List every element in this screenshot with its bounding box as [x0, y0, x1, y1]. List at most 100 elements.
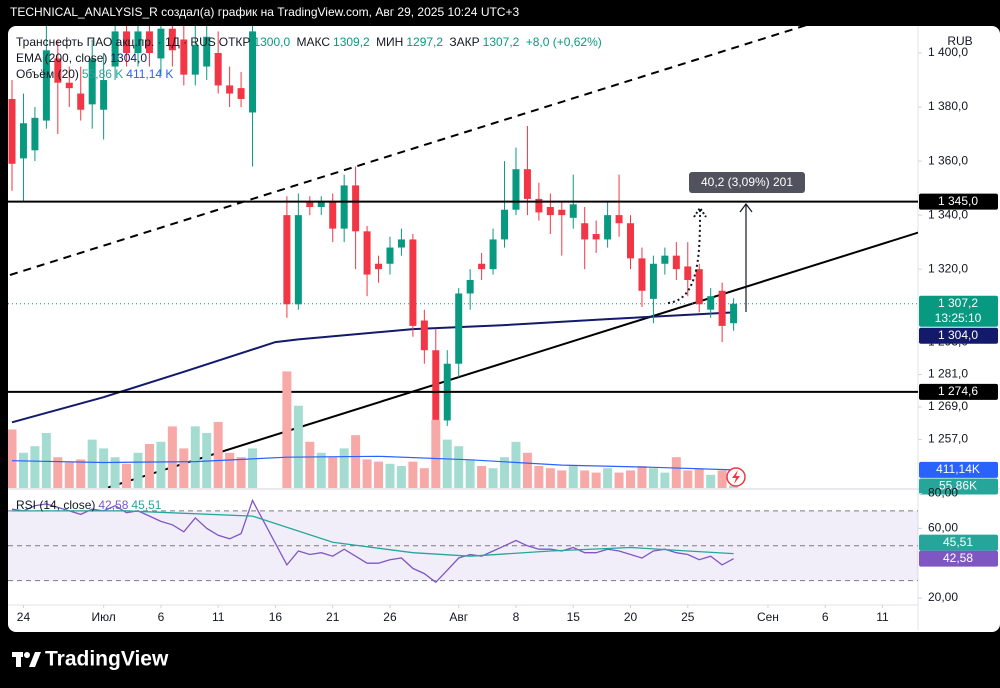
- candle-body: [65, 82, 73, 89]
- volume-bar: [545, 468, 555, 488]
- volume-bar: [580, 470, 590, 488]
- currency: RUB: [947, 34, 972, 48]
- candle-body: [54, 58, 62, 83]
- measure-box: [689, 172, 805, 193]
- measure-arrow: [739, 203, 753, 213]
- candle-body: [501, 209, 509, 240]
- y-tick-label: 1 320,0: [928, 261, 968, 275]
- candle-body: [157, 28, 165, 59]
- volume-ma-tag: 411,14K: [936, 462, 980, 476]
- volume-bar: [671, 457, 681, 488]
- volume-bar: [87, 439, 97, 488]
- candle-body: [546, 207, 554, 216]
- last-price-tag-bg: [919, 295, 998, 327]
- volume-bar: [167, 426, 177, 488]
- volume-bar: [694, 468, 704, 488]
- candle-body: [8, 98, 16, 164]
- volume-bar: [511, 441, 521, 488]
- volume-bar: [236, 457, 246, 488]
- candle-body: [294, 215, 302, 305]
- candle-body: [226, 85, 234, 94]
- candle-body: [661, 255, 669, 264]
- legend-value: 1309,2: [333, 35, 370, 49]
- volume-bar: [316, 452, 326, 488]
- candle-body: [420, 320, 428, 351]
- volume-bar: [729, 485, 739, 488]
- legend-label: RSI (14, close): [16, 498, 96, 512]
- legend-value: 1297,2: [406, 35, 444, 49]
- candle-body: [638, 258, 646, 291]
- legend-value: 1307,2: [482, 35, 520, 49]
- volume-bar: [454, 446, 464, 488]
- volume-ma-line: [11, 455, 734, 471]
- candle-body: [569, 204, 577, 218]
- candle-body: [649, 263, 657, 299]
- volume-bar: [282, 371, 292, 488]
- volume-bar: [626, 470, 636, 488]
- candle-body: [237, 88, 245, 99]
- volume-bar: [110, 457, 120, 488]
- volume-bar: [122, 463, 132, 488]
- volume-bar: [717, 470, 727, 488]
- volume-bar: [500, 457, 510, 488]
- candle-body: [375, 263, 383, 270]
- candle-body: [180, 39, 188, 75]
- volume-bar: [568, 466, 578, 488]
- volume-bar: [41, 433, 51, 488]
- candle-body: [363, 231, 371, 275]
- volume-bar: [293, 405, 303, 488]
- level-tag-bg: [919, 383, 998, 400]
- volume-bar: [477, 466, 487, 488]
- candle-body: [604, 215, 612, 240]
- volume-bar: [53, 457, 63, 488]
- volume-bar: [328, 457, 338, 488]
- candle-body: [42, 50, 50, 121]
- x-tick-label: 6: [822, 610, 829, 624]
- candle-body: [88, 58, 96, 105]
- candle-body: [489, 239, 497, 270]
- legend-label: ЗАКР: [449, 35, 480, 49]
- candle-body: [283, 215, 291, 305]
- last-price-tag: 1 307,2: [938, 296, 978, 310]
- y-tick-label: 1 269,0: [928, 399, 968, 413]
- legend-value: 1300,0: [253, 35, 291, 49]
- candle-body: [672, 255, 680, 270]
- candle-body: [558, 209, 566, 216]
- volume-bar: [8, 429, 17, 488]
- trend-line: [103, 231, 918, 488]
- volume-bar: [362, 459, 372, 488]
- legend-value: 42,58: [98, 498, 129, 512]
- volume-bar: [133, 452, 143, 488]
- measure-label: 40,2 (3,09%) 201: [701, 175, 793, 189]
- x-tick-label: Июл: [91, 610, 115, 624]
- volume-bar: [419, 468, 429, 488]
- volume-bar: [374, 461, 384, 488]
- volume-bar: [522, 452, 532, 488]
- volume-bar: [18, 452, 28, 488]
- candle-body: [615, 215, 623, 224]
- volume-bar: [190, 426, 200, 488]
- candle-body: [466, 279, 474, 294]
- x-tick-label: Авг: [449, 610, 468, 624]
- legend-value: 55,86 K: [81, 67, 124, 81]
- ema-line: [11, 311, 734, 424]
- volume-bar: [76, 459, 86, 488]
- symbol: Транснефть ПАО акц.пр. · 1Д · RUS: [16, 35, 216, 49]
- x-tick-label: 6: [158, 610, 165, 624]
- volume-bar: [557, 470, 567, 488]
- legend-label: МИН: [376, 35, 404, 49]
- candle-body: [707, 296, 715, 310]
- volume-bar: [660, 472, 670, 488]
- volume-bar: [534, 466, 544, 488]
- candle-body: [512, 169, 520, 210]
- legend-label: EMA (200, close): [16, 51, 108, 65]
- ema-legend: EMA (200, close) 1304,0: [16, 50, 150, 66]
- candle-body: [455, 293, 463, 364]
- x-tick-label: 24: [17, 610, 31, 624]
- drawings: 40,2 (3,09%) 201 RUB TradingView 1 400,0…: [12, 34, 998, 671]
- rsi-legend: RSI (14, close) 42,58 45,51: [16, 497, 164, 513]
- volume-bar: [465, 459, 475, 488]
- x-tick-label: 20: [624, 610, 638, 624]
